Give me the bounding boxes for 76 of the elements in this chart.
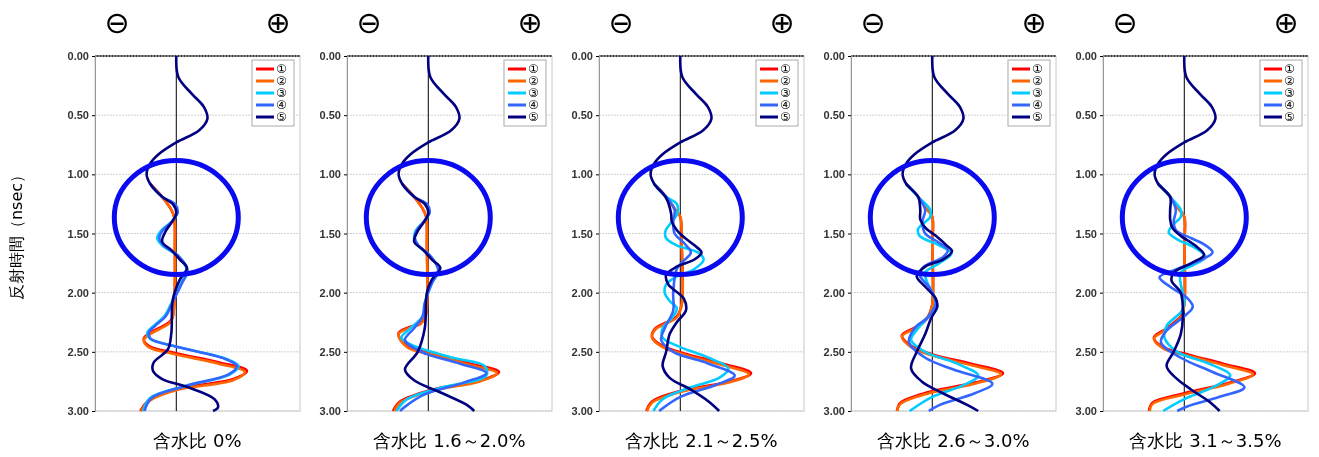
text: ⊕ — [517, 5, 543, 40]
y-tick-label: 2.50 — [67, 345, 89, 358]
legend-label: ③ — [276, 86, 287, 100]
y-tick-label: 3.00 — [823, 405, 845, 418]
legend-label: ④ — [1284, 98, 1295, 112]
y-tick-label: 3.00 — [1075, 405, 1097, 418]
y-tick-label: 0.00 — [571, 50, 593, 63]
y-tick-label: 1.50 — [319, 227, 341, 240]
y-tick-label: 3.00 — [67, 405, 89, 418]
y-tick-label: 2.50 — [319, 345, 341, 358]
legend-label: ④ — [1032, 98, 1043, 112]
y-tick-label: 1.00 — [319, 168, 341, 181]
text: ⊕ — [1021, 5, 1047, 40]
y-tick-label: 1.00 — [1075, 168, 1097, 181]
text: ⊖ — [860, 5, 886, 40]
legend-label: ② — [528, 74, 539, 88]
legend-label: ④ — [276, 98, 287, 112]
y-tick-label: 2.00 — [571, 286, 593, 299]
legend-label: ③ — [1032, 86, 1043, 100]
y-tick-label: 0.00 — [823, 50, 845, 63]
legend-label: ⑤ — [780, 110, 791, 124]
legend-label: ② — [1032, 74, 1043, 88]
y-tick-label: 1.00 — [67, 168, 89, 181]
y-tick-label: 3.00 — [319, 405, 341, 418]
y-tick-label: 2.50 — [823, 345, 845, 358]
y-tick-label: 0.00 — [67, 50, 89, 63]
y-tick-label: 2.00 — [319, 286, 341, 299]
legend-label: ② — [276, 74, 287, 88]
y-tick-label: 2.50 — [571, 345, 593, 358]
legend-label: ① — [276, 62, 287, 76]
legend-label: ④ — [780, 98, 791, 112]
y-tick-label: 3.00 — [571, 405, 593, 418]
legend-label: ③ — [528, 86, 539, 100]
legend-label: ③ — [780, 86, 791, 100]
text: ⊖ — [356, 5, 382, 40]
legend-label: ① — [1032, 62, 1043, 76]
y-tick-label: 1.00 — [823, 168, 845, 181]
x-axis-title: 含水比 1.6～2.0% — [373, 430, 526, 451]
text: ⊕ — [265, 5, 291, 40]
y-tick-label: 0.50 — [1075, 109, 1097, 122]
y-tick-label: 0.50 — [823, 109, 845, 122]
text: ⊕ — [769, 5, 795, 40]
y-tick-label: 1.50 — [571, 227, 593, 240]
legend-label: ① — [1284, 62, 1295, 76]
y-tick-label: 0.00 — [1075, 50, 1097, 63]
y-tick-label: 0.50 — [67, 109, 89, 122]
y-tick-label: 2.00 — [67, 286, 89, 299]
y-axis-title: 反射時間（nsec） — [7, 166, 26, 301]
text: ⊖ — [1112, 5, 1138, 40]
legend-label: ⑤ — [1032, 110, 1043, 124]
y-tick-label: 2.00 — [823, 286, 845, 299]
text: ⊖ — [104, 5, 130, 40]
y-tick-label: 1.50 — [1075, 227, 1097, 240]
y-tick-label: 1.00 — [571, 168, 593, 181]
legend-label: ④ — [528, 98, 539, 112]
x-axis-title: 含水比 2.1～2.5% — [625, 430, 778, 451]
y-tick-label: 2.50 — [1075, 345, 1097, 358]
y-tick-label: 1.50 — [823, 227, 845, 240]
text: ⊖ — [608, 5, 634, 40]
legend-label: ⑤ — [276, 110, 287, 124]
x-axis-title: 含水比 0% — [153, 430, 242, 451]
y-tick-label: 0.50 — [319, 109, 341, 122]
y-tick-label: 1.50 — [67, 227, 89, 240]
legend-label: ⑤ — [1284, 110, 1295, 124]
y-tick-label: 2.00 — [1075, 286, 1097, 299]
legend-label: ② — [1284, 74, 1295, 88]
legend-label: ① — [780, 62, 791, 76]
x-axis-title: 含水比 3.1～3.5% — [1129, 430, 1282, 451]
legend-label: ② — [780, 74, 791, 88]
legend-label: ⑤ — [528, 110, 539, 124]
y-tick-label: 0.50 — [571, 109, 593, 122]
text: ⊕ — [1273, 5, 1299, 40]
x-axis-title: 含水比 2.6～3.0% — [877, 430, 1030, 451]
y-tick-label: 0.00 — [319, 50, 341, 63]
legend-label: ③ — [1284, 86, 1295, 100]
legend-label: ① — [528, 62, 539, 76]
